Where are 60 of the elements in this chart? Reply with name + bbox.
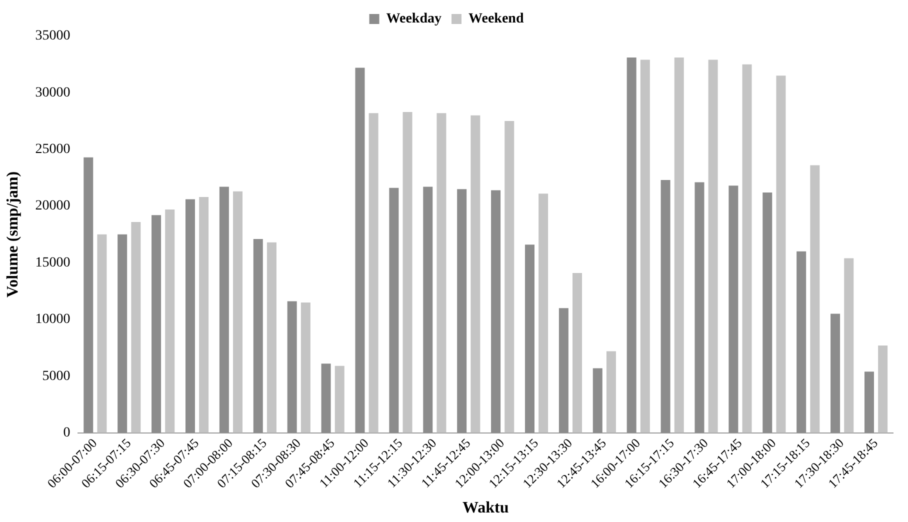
bar [334, 366, 344, 433]
bar [300, 302, 310, 433]
bar [470, 115, 480, 433]
bar [674, 58, 684, 433]
x-axis-title: Waktu [462, 500, 509, 517]
bar [810, 165, 820, 433]
bar [402, 112, 412, 433]
y-tick-label: 15000 [35, 255, 70, 270]
bar [524, 244, 534, 433]
bar [266, 242, 276, 433]
legend-label: Weekday [386, 12, 442, 27]
bar [592, 368, 602, 433]
bar [185, 199, 195, 433]
bar [776, 76, 786, 433]
y-tick-label: 25000 [35, 142, 70, 158]
bar [389, 188, 399, 433]
y-tick-label: 30000 [35, 85, 70, 100]
bar [742, 64, 752, 433]
bar [287, 301, 297, 433]
bar [219, 186, 229, 433]
bar [423, 186, 433, 433]
bar [84, 157, 94, 433]
bar [878, 346, 888, 433]
bar [368, 113, 378, 433]
bar [253, 238, 263, 433]
bar [762, 192, 772, 433]
bar [118, 234, 128, 433]
bar [796, 251, 806, 433]
bar [694, 182, 704, 433]
bar [558, 308, 568, 433]
bar [165, 209, 175, 433]
bar [355, 68, 365, 433]
bar [830, 314, 840, 433]
y-tick-label: 10000 [35, 312, 70, 328]
bar [708, 60, 718, 433]
bar [199, 197, 209, 433]
bar [572, 272, 582, 433]
bar [660, 180, 670, 433]
bar [606, 351, 616, 433]
bar [152, 215, 162, 433]
bar [233, 191, 243, 433]
bar [436, 113, 446, 433]
y-axis-title: Volume (smp/jam) [4, 171, 22, 298]
y-tick-label: 0 [63, 426, 70, 440]
y-tick-label: 20000 [35, 198, 70, 214]
bar [728, 186, 738, 433]
bar [491, 190, 501, 433]
y-tick-label: 35000 [35, 28, 70, 44]
legend-label: Weekend [468, 12, 524, 27]
bar [844, 258, 854, 433]
bar [626, 58, 636, 433]
bar [864, 372, 874, 433]
bar [131, 222, 141, 433]
bar [640, 60, 650, 433]
bar [321, 364, 331, 433]
y-tick-label: 5000 [42, 368, 70, 384]
bar [97, 234, 107, 433]
bar [538, 194, 548, 433]
bar [504, 121, 514, 433]
bar [457, 189, 467, 433]
